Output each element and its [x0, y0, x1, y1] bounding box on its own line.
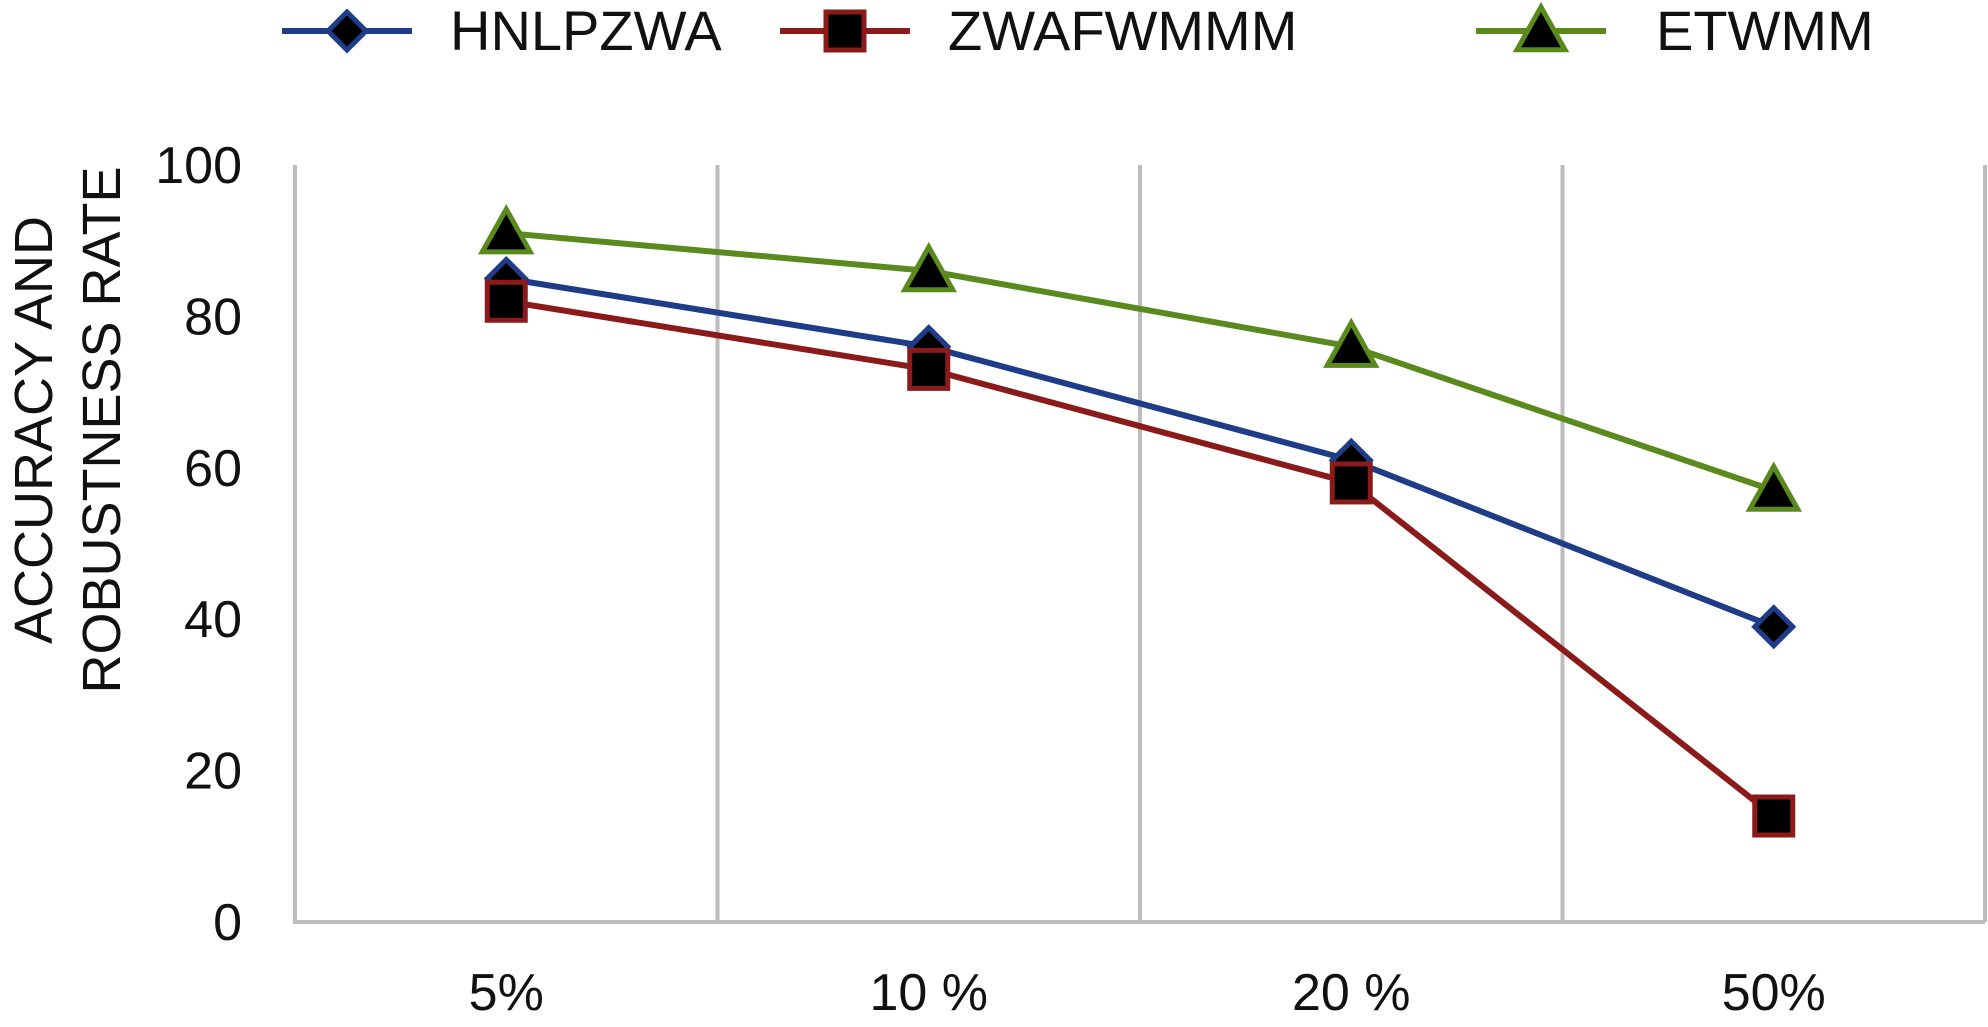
- y-axis-label: ACCURACY AND ROBUSTNESS RATE: [4, 166, 132, 693]
- x-tick-label: 50%: [1722, 964, 1826, 1022]
- x-tick-label: 20 %: [1292, 964, 1411, 1022]
- data-point-zwafwmmm: [1329, 461, 1373, 505]
- data-point-etwmm: [900, 241, 958, 293]
- data-point-etwmm: [477, 204, 535, 255]
- grid-layer: [293, 165, 1987, 922]
- y-axis-label-line-2: ROBUSTNESS RATE: [72, 166, 132, 693]
- legend-marker-hnlpzwa: [324, 8, 370, 54]
- y-tick-label: 0: [213, 894, 242, 952]
- data-point-zwafwmmm: [907, 347, 951, 391]
- data-point-zwafwmmm: [484, 279, 528, 323]
- data-point-zwafwmmm: [1752, 794, 1796, 838]
- legend: HNLPZWA ZWAFWMMM ETWMM: [282, 0, 1874, 62]
- y-tick-label: 60: [184, 440, 242, 498]
- data-point-etwmm: [1745, 461, 1803, 512]
- legend-label-hnlpzwa: HNLPZWA: [450, 0, 722, 62]
- legend-label-etwmm: ETWMM: [1656, 0, 1874, 62]
- series-line-hnlpzwa: [505, 275, 1775, 630]
- y-tick-label: 40: [184, 591, 242, 649]
- y-tick-label: 20: [184, 743, 242, 801]
- data-point-hnlpzwa: [1751, 604, 1797, 650]
- y-tick-label: 80: [184, 288, 242, 346]
- series-line-zwafwmmm: [505, 298, 1776, 819]
- x-tick-label: 10 %: [869, 964, 988, 1022]
- y-axis-label-line-1: ACCURACY AND: [4, 216, 64, 644]
- series-layer: [477, 204, 1803, 838]
- x-tick-label: 5%: [469, 964, 544, 1022]
- legend-marker-zwafwmmm: [823, 9, 867, 53]
- legend-label-zwafwmmm: ZWAFWMMM: [948, 0, 1297, 62]
- y-tick-label: 100: [155, 137, 242, 195]
- data-point-etwmm: [1322, 317, 1380, 368]
- legend-marker-etwmm: [1512, 1, 1570, 53]
- series-line-etwmm: [505, 230, 1775, 494]
- axis-layer: 0 20 40 60 80 100 5% 10 % 20 % 50%: [155, 137, 1985, 1022]
